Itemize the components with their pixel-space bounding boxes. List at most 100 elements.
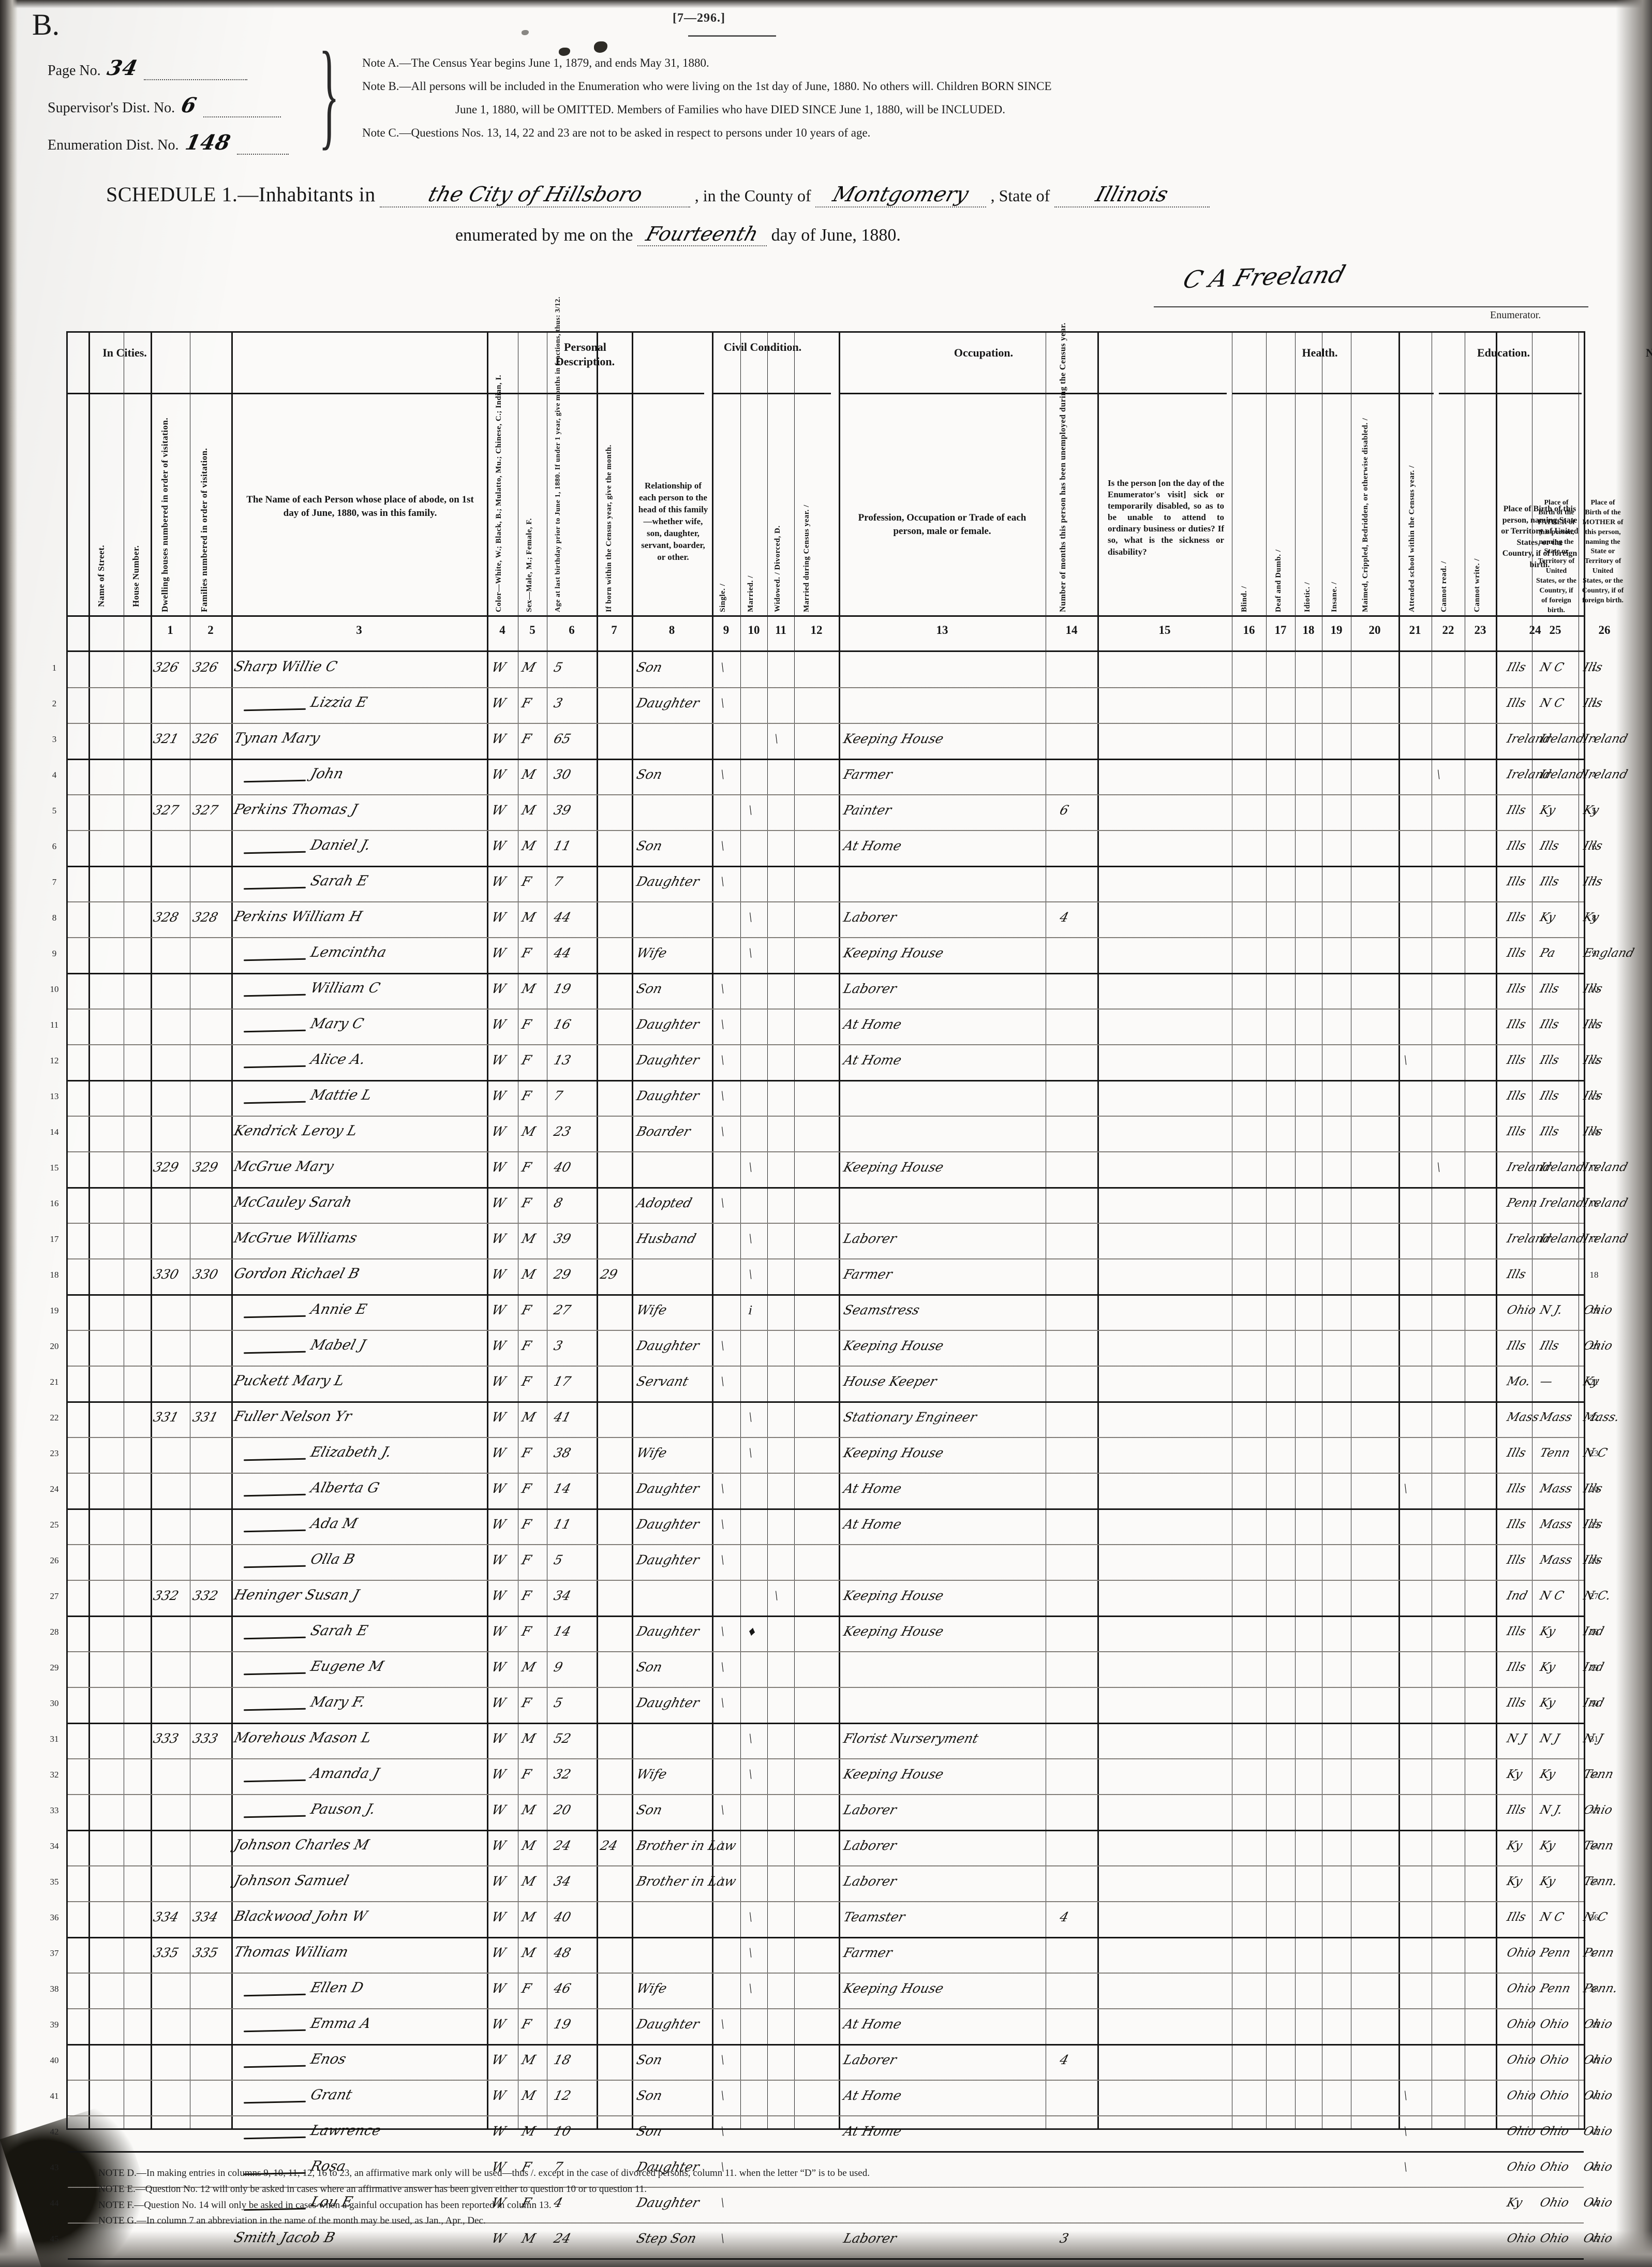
ditto-dash: [243, 2029, 306, 2033]
relationship-value: Daughter: [635, 1517, 701, 1532]
schedule-place: the City of Hillsboro: [425, 183, 645, 206]
birthplace-mother: Ohio: [1582, 1303, 1614, 1317]
age-value: 30: [552, 767, 573, 782]
birthplace-mother: Ills: [1582, 1018, 1604, 1031]
footer-note-e: NOTE E.—Question No. 12 will only be ask…: [98, 2183, 647, 2195]
relationship-value: Wife: [635, 1445, 669, 1460]
married-mark: \: [747, 802, 754, 818]
birthplace-person: Mass: [1505, 1411, 1541, 1424]
group-civil-condition: Civil Condition.: [723, 340, 802, 353]
single-mark: \: [719, 981, 726, 997]
married-mark: \: [747, 909, 754, 925]
row-number-left: 34: [50, 1841, 59, 1851]
row-number-right: 39: [1589, 2020, 1599, 2029]
row-number-left: 44: [50, 2198, 59, 2208]
notes-block: Note A.—The Census Year begins June 1, 1…: [362, 52, 1552, 144]
sex-value: F: [520, 1017, 533, 1032]
color-value: W: [490, 1695, 508, 1710]
birthplace-mother: N J: [1582, 1732, 1605, 1745]
occupation-value: Keeping House: [842, 1981, 946, 1996]
row-number-left: 29: [50, 1663, 59, 1672]
birthplace-person: Ills: [1505, 804, 1528, 817]
occupation-value: Keeping House: [842, 1588, 946, 1603]
birthplace-person: Mo.: [1505, 1375, 1532, 1388]
grid-vline: [1496, 333, 1497, 2128]
sex-value: M: [520, 1838, 538, 1853]
married-mark: \: [747, 1445, 754, 1461]
ditto-dash: [243, 1779, 306, 1783]
row-number-left: 24: [50, 1484, 59, 1494]
grid-hline: [68, 393, 704, 394]
occupation-value: Laborer: [842, 1802, 899, 1817]
age-value: 24: [552, 1838, 573, 1853]
col-number-1: 1: [167, 624, 173, 636]
sex-value: F: [520, 874, 533, 889]
birthplace-father: Ills: [1538, 875, 1561, 888]
birthplace-father: Ohio: [1538, 2160, 1571, 2174]
col-header-birthplace-mother: Place of Birth of the MOTHER of this per…: [1582, 499, 1624, 604]
birthplace-father: —: [1538, 1375, 1554, 1388]
single-mark: \: [719, 1623, 726, 1639]
col-number-9: 9: [723, 624, 730, 636]
ink-blot: [522, 30, 529, 35]
color-value: W: [490, 1981, 508, 1996]
age-value: 48: [552, 1945, 573, 1960]
row-rule: [68, 2008, 1584, 2009]
row-rule: [68, 1401, 1584, 1403]
birthplace-father: Ills: [1538, 1339, 1561, 1353]
sex-value: M: [520, 1659, 538, 1675]
occupation-value: Keeping House: [842, 1445, 946, 1460]
color-value: W: [490, 731, 508, 746]
color-value: W: [490, 1517, 508, 1532]
person-name: Morehous Mason L: [232, 1730, 374, 1746]
sex-value: M: [520, 1909, 538, 1924]
row-number-left: 30: [50, 1698, 59, 1708]
row-number-right: 29: [1589, 1663, 1599, 1672]
grid-vline: [1266, 333, 1267, 2128]
birthplace-father: Ills: [1538, 1054, 1561, 1067]
row-number-right: 20: [1589, 1341, 1599, 1351]
birthplace-person: Ills: [1505, 697, 1528, 710]
birthplace-person: Ills: [1505, 1089, 1528, 1103]
family-number: 333: [191, 1731, 220, 1746]
col-header-dwelling: Dwelling houses numbered in order of vis…: [160, 417, 170, 612]
row-rule: [68, 1258, 1584, 1260]
color-value: W: [490, 981, 508, 996]
date-tail: day of June, 1880.: [771, 226, 901, 245]
row-number-left: 40: [50, 2055, 59, 2065]
row-rule: [68, 2044, 1584, 2046]
unemployed-months-value: 6: [1058, 803, 1070, 818]
sex-value: M: [520, 803, 538, 818]
birthplace-mother: Ills: [1582, 982, 1604, 996]
birthplace-person: N J: [1505, 1732, 1528, 1745]
relationship-value: Wife: [635, 1302, 669, 1317]
col-number-21: 21: [1409, 624, 1421, 636]
ditto-dash: [243, 1315, 306, 1318]
row-rule: [68, 1116, 1584, 1117]
birthplace-father: Ohio: [1538, 2125, 1571, 2138]
birthplace-father: Mass: [1538, 1482, 1574, 1495]
age-value: 7: [552, 874, 564, 889]
grid-hline: [68, 650, 1584, 652]
single-mark: \: [719, 1338, 726, 1354]
birthplace-person: Ills: [1505, 1661, 1528, 1674]
birthplace-father: N J.: [1538, 1803, 1564, 1817]
age-value: 32: [552, 1767, 573, 1782]
sex-value: F: [520, 1053, 533, 1068]
occupation-value: House Keeper: [842, 1374, 939, 1389]
person-name: Lizzia E: [308, 694, 369, 710]
age-value: 46: [552, 1981, 573, 1996]
color-value: W: [490, 660, 508, 675]
grid-hline: [839, 393, 1227, 394]
occupation-value: At Home: [842, 1517, 903, 1532]
row-rule: [68, 1758, 1584, 1759]
col-header-street: Name of Street.: [96, 544, 106, 607]
birthplace-mother: Mass.: [1582, 1411, 1621, 1424]
row-rule: [68, 2187, 1584, 2188]
col-number-10: 10: [748, 624, 760, 636]
row-rule: [68, 1044, 1584, 1045]
col-header-relationship: Relationship of each person to the head …: [638, 481, 708, 562]
birthplace-father: Mass: [1538, 1553, 1574, 1567]
color-value: W: [490, 1410, 508, 1425]
enumerator-label: Enumerator.: [1490, 309, 1541, 321]
